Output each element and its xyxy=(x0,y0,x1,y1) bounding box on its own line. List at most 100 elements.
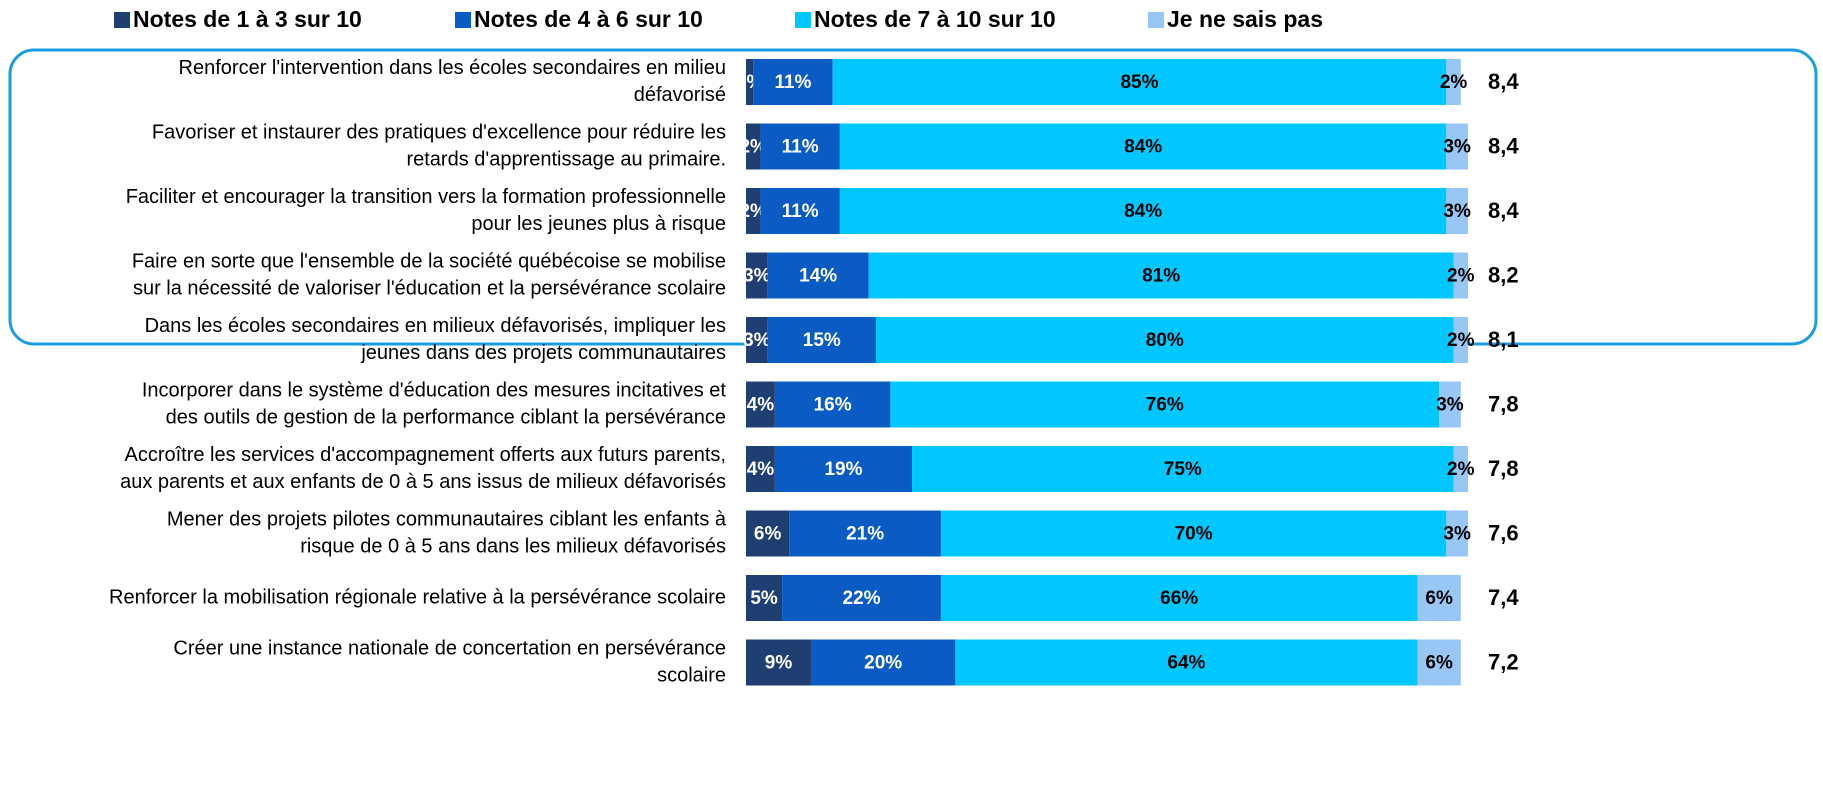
bar-segment xyxy=(1439,381,1461,428)
value-label: 70% xyxy=(1175,524,1213,545)
value-label: 84% xyxy=(1124,201,1162,222)
category-label: pour les jeunes plus à risque xyxy=(471,213,726,235)
bar-segment xyxy=(875,317,1454,363)
bar-segment xyxy=(746,123,761,170)
score-label: 8,4 xyxy=(1488,69,1519,94)
value-label: 6% xyxy=(754,524,782,545)
bar-segment xyxy=(1446,188,1468,234)
value-label: 4% xyxy=(747,459,775,480)
bar-segment xyxy=(912,446,1454,492)
category-label: Favoriser et instaurer des pratiques d'e… xyxy=(152,121,726,143)
value-label: 2% xyxy=(739,201,767,222)
category-label: jeunes dans des projets communautaires xyxy=(360,342,726,364)
bar-segment xyxy=(1453,317,1468,363)
category-label: Créer une instance nationale de concerta… xyxy=(173,637,726,659)
category-label: Faciliter et encourager la transition ve… xyxy=(126,186,726,208)
value-label: 80% xyxy=(1146,330,1184,351)
bar-segment xyxy=(1446,510,1468,557)
value-label: 11% xyxy=(782,201,819,222)
category-label: Faire en sorte que l'ensemble de la soci… xyxy=(132,250,726,272)
legend-label: Notes de 7 à 10 sur 10 xyxy=(814,6,1056,32)
category-label: sur la nécessité de valoriser l'éducatio… xyxy=(133,277,726,299)
category-label: scolaire xyxy=(657,664,726,686)
value-label: 6% xyxy=(1425,588,1453,609)
category-label: des outils de gestion de la performance … xyxy=(166,406,726,428)
bar-segment xyxy=(1417,575,1461,621)
category-label: Renforcer la mobilisation régionale rela… xyxy=(109,586,726,608)
bar-segment xyxy=(940,575,1418,621)
value-label: 11% xyxy=(782,137,819,158)
category-label: Mener des projets pilotes communautaires… xyxy=(167,508,727,530)
value-label: 15% xyxy=(803,330,841,351)
bar-segment xyxy=(1453,446,1468,492)
bar-segment xyxy=(839,188,1447,234)
value-label: 2% xyxy=(1447,330,1475,351)
category-label: retards d'apprentissage au primaire. xyxy=(406,148,726,170)
value-label: 3% xyxy=(1443,524,1471,545)
legend-label: Je ne sais pas xyxy=(1167,6,1323,32)
bar-segment xyxy=(782,575,941,621)
category-label: aux parents et aux enfants de 0 à 5 ans … xyxy=(120,471,726,493)
value-label: 76% xyxy=(1146,395,1184,416)
bar-segment xyxy=(746,381,775,428)
legend-swatch xyxy=(455,12,471,28)
bar-segment xyxy=(746,59,754,105)
bar-segment xyxy=(868,252,1454,299)
value-label: 3% xyxy=(1443,137,1471,158)
value-label: 3% xyxy=(743,330,771,351)
value-label: 14% xyxy=(799,266,837,287)
bar-segment xyxy=(753,59,833,105)
value-label: 3% xyxy=(1443,201,1471,222)
category-label: risque de 0 à 5 ans dans les milieux déf… xyxy=(300,535,726,557)
category-label: Accroître les services d'accompagnement … xyxy=(124,444,726,466)
score-label: 7,6 xyxy=(1488,520,1519,545)
bar-segment xyxy=(746,188,761,234)
score-label: 7,8 xyxy=(1488,391,1519,416)
bar-segment xyxy=(1446,59,1461,105)
score-label: 8,2 xyxy=(1488,262,1519,287)
bar-segment xyxy=(760,188,840,234)
bar-segment xyxy=(746,575,783,621)
value-label: 21% xyxy=(846,524,884,545)
bar-segment xyxy=(746,639,811,686)
bar-segment xyxy=(1446,123,1468,170)
value-label: 3% xyxy=(1436,395,1464,416)
legend-swatch xyxy=(1148,12,1164,28)
value-label: 84% xyxy=(1124,137,1162,158)
score-label: 7,4 xyxy=(1488,585,1519,610)
bar-segment xyxy=(940,510,1447,557)
bar-segment xyxy=(760,123,840,170)
value-label: 3% xyxy=(743,266,771,287)
bar-segment xyxy=(1417,639,1461,686)
legend-swatch xyxy=(795,12,811,28)
bar-segment xyxy=(746,317,768,363)
score-label: 8,4 xyxy=(1488,198,1519,223)
value-label: 64% xyxy=(1167,653,1205,674)
bar-segment xyxy=(746,252,768,299)
value-label: 2% xyxy=(1447,266,1475,287)
value-label: 2% xyxy=(739,137,767,158)
bar-segment xyxy=(746,446,775,492)
category-label: Incorporer dans le système d'éducation d… xyxy=(142,379,727,401)
score-label: 8,1 xyxy=(1488,327,1519,352)
bar-segment xyxy=(774,381,891,428)
bar-segment xyxy=(832,59,1447,105)
value-label: 81% xyxy=(1142,266,1180,287)
bar-segment xyxy=(746,510,790,557)
value-label: 19% xyxy=(824,459,862,480)
bar-segment xyxy=(955,639,1418,686)
category-label: Renforcer l'intervention dans les écoles… xyxy=(179,57,726,79)
value-label: 75% xyxy=(1164,459,1202,480)
value-label: 66% xyxy=(1160,588,1198,609)
value-label: 4% xyxy=(747,395,775,416)
legend-swatch xyxy=(114,12,130,28)
legend-label: Notes de 4 à 6 sur 10 xyxy=(474,6,703,32)
value-label: 11% xyxy=(774,72,811,93)
score-label: 7,8 xyxy=(1488,456,1519,481)
legend-label: Notes de 1 à 3 sur 10 xyxy=(133,6,362,32)
bar-segment xyxy=(839,123,1447,170)
bar-segment xyxy=(767,317,876,363)
score-label: 7,2 xyxy=(1488,649,1519,674)
bar-segment xyxy=(774,446,913,492)
